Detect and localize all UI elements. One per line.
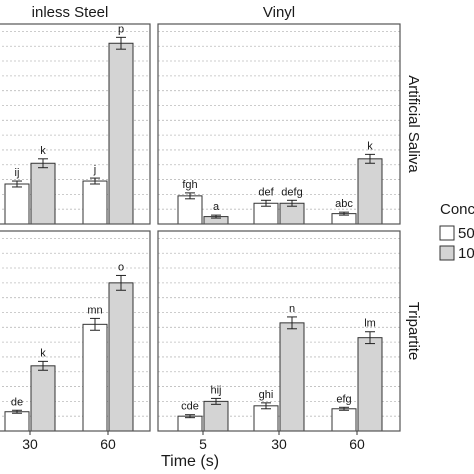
bar-vinyl-tripartite-5-1 bbox=[203, 400, 229, 432]
legend-label-0: 50 bbox=[458, 225, 474, 242]
sig-label-bar-inless-steel-tripartite-60-0: mn bbox=[87, 304, 102, 316]
bar-inless-steel-tripartite-60-1 bbox=[108, 282, 134, 432]
bar-inless-steel-artificial-saliva-60-0 bbox=[82, 180, 108, 225]
column-strip-bg-vinyl bbox=[158, 0, 400, 22]
bar-inless-steel-artificial-saliva-30-1 bbox=[30, 162, 56, 225]
column-strip-label-vinyl: Vinyl bbox=[263, 4, 295, 21]
sig-label-bar-inless-steel-artificial-saliva-30-0: ij bbox=[15, 167, 20, 179]
legend-key-0 bbox=[439, 225, 455, 241]
panel-inless-steel-tripartite: de k mn o 30 60 bbox=[0, 230, 151, 452]
bar-vinyl-tripartite-5-0 bbox=[177, 415, 203, 432]
sig-label-bar-vinyl-artificial-saliva-30-0: def bbox=[258, 186, 274, 198]
bar-inless-steel-artificial-saliva-60-1 bbox=[108, 42, 134, 225]
legend: Conc 50 10 bbox=[439, 201, 474, 262]
sig-label-bar-inless-steel-artificial-saliva-60-0: j bbox=[93, 164, 96, 176]
panel-border-inless-steel-artificial-saliva bbox=[0, 23, 151, 225]
panel-vinyl-artificial-saliva: fgh a def defg abc k bbox=[157, 23, 401, 225]
x-tick-label-vinyl-tripartite-30: 30 bbox=[271, 436, 287, 452]
bar-inless-steel-tripartite-30-0 bbox=[4, 411, 30, 432]
sig-label-bar-vinyl-artificial-saliva-60-0: abc bbox=[335, 198, 353, 210]
sig-label-bar-vinyl-tripartite-5-0: cde bbox=[181, 401, 199, 413]
legend-title: Conc bbox=[440, 201, 474, 218]
sig-label-bar-vinyl-artificial-saliva-30-1: defg bbox=[281, 186, 302, 198]
bar-vinyl-tripartite-30-1 bbox=[279, 322, 305, 432]
sig-label-bar-inless-steel-tripartite-30-1: k bbox=[40, 347, 46, 359]
x-tick-label-inless-steel-tripartite-60: 60 bbox=[100, 436, 116, 452]
x-axis-title: Time (s) bbox=[161, 453, 219, 470]
bar-vinyl-artificial-saliva-5-0 bbox=[177, 195, 203, 225]
row-strip-bg-tripartite bbox=[402, 231, 424, 431]
bar-vinyl-artificial-saliva-60-1 bbox=[357, 158, 383, 225]
sig-label-bar-vinyl-artificial-saliva-5-0: fgh bbox=[182, 179, 197, 191]
legend-label-1: 10 bbox=[458, 245, 474, 262]
sig-label-bar-inless-steel-tripartite-60-1: o bbox=[118, 261, 124, 273]
bar-vinyl-tripartite-60-1 bbox=[357, 337, 383, 432]
x-tick-label-vinyl-tripartite-5: 5 bbox=[199, 436, 207, 452]
bar-inless-steel-tripartite-60-0 bbox=[82, 323, 108, 432]
panel-border-inless-steel-tripartite bbox=[0, 230, 151, 432]
x-tick-label-vinyl-tripartite-60: 60 bbox=[349, 436, 365, 452]
legend-key-1 bbox=[439, 245, 455, 261]
facet-strips: inless Steel Vinyl Artificial Saliva Tripar… bbox=[0, 0, 424, 431]
bar-vinyl-tripartite-30-0 bbox=[253, 405, 279, 432]
sig-label-bar-vinyl-tripartite-5-1: hij bbox=[210, 384, 221, 396]
column-strip-label-inless-steel: inless Steel bbox=[32, 4, 109, 21]
column-strip-bg-inless-steel bbox=[0, 0, 150, 22]
bar-inless-steel-tripartite-30-1 bbox=[30, 365, 56, 432]
row-strip-bg-artificial-saliva bbox=[402, 24, 424, 224]
sig-label-bar-vinyl-tripartite-60-0: efg bbox=[336, 393, 351, 405]
row-strip-label-tripartite: Tripartite bbox=[405, 302, 422, 361]
sig-label-bar-vinyl-artificial-saliva-60-1: k bbox=[367, 140, 373, 152]
panel-inless-steel-artificial-saliva: ij k j p bbox=[0, 23, 151, 225]
sig-label-bar-vinyl-tripartite-30-1: n bbox=[289, 303, 295, 315]
panel-border-vinyl-artificial-saliva bbox=[157, 23, 401, 225]
sig-label-bar-vinyl-artificial-saliva-5-1: a bbox=[213, 201, 220, 213]
sig-label-bar-inless-steel-artificial-saliva-60-1: p bbox=[118, 23, 124, 35]
sig-label-bar-vinyl-tripartite-30-0: ghi bbox=[259, 389, 274, 401]
x-tick-label-inless-steel-tripartite-30: 30 bbox=[22, 436, 38, 452]
bar-inless-steel-artificial-saliva-30-0 bbox=[4, 183, 30, 225]
sig-label-bar-vinyl-tripartite-60-1: lm bbox=[364, 318, 376, 330]
sig-label-bar-inless-steel-artificial-saliva-30-1: k bbox=[40, 145, 46, 157]
sig-label-bar-inless-steel-tripartite-30-0: de bbox=[11, 396, 23, 408]
row-strip-label-artificial-saliva: Artificial Saliva bbox=[405, 75, 422, 173]
bar-vinyl-tripartite-60-0 bbox=[331, 408, 357, 432]
